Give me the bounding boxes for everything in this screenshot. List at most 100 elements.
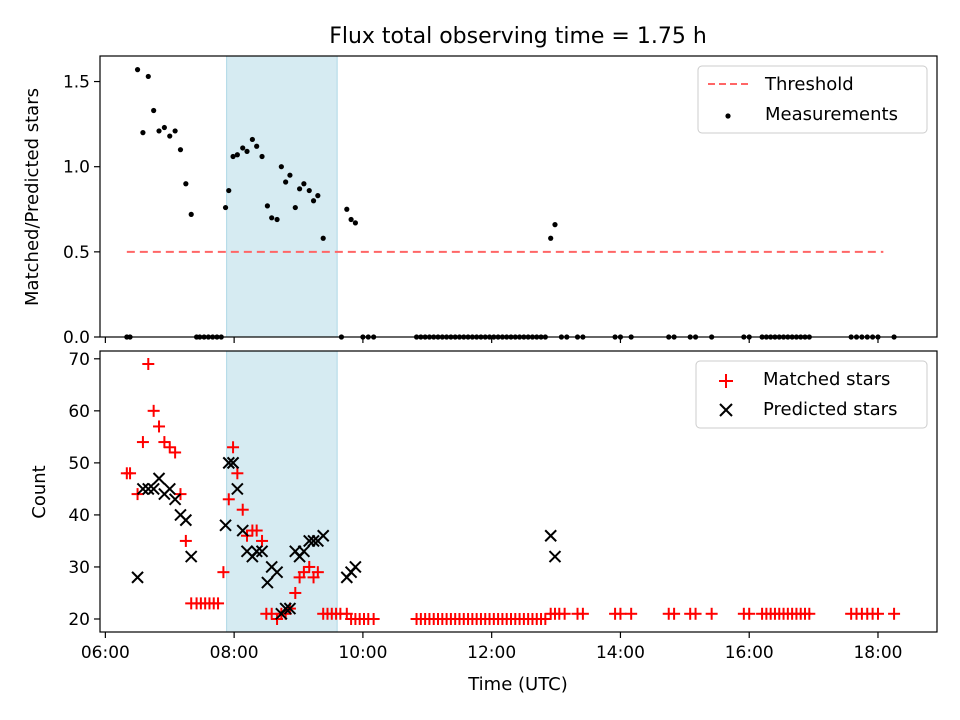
predicted-star-point xyxy=(544,529,557,542)
predicted-star-point xyxy=(131,571,144,584)
bottom-y-tick-label: 70 xyxy=(68,350,90,370)
measurement-point xyxy=(278,164,284,170)
predicted-star-point xyxy=(222,456,235,470)
matched-star-point xyxy=(147,404,160,417)
predicted-star-point xyxy=(147,482,160,496)
matched-star-point xyxy=(256,534,269,547)
matched-star-point xyxy=(367,612,380,625)
predicted-star-stroke-b xyxy=(179,513,193,527)
matched-star-point xyxy=(136,436,149,449)
predicted-star-point xyxy=(316,529,330,542)
measurement-point xyxy=(548,235,554,241)
bottom-shaded-region xyxy=(226,350,338,633)
bottom-x-tick-label: 10:00 xyxy=(338,643,387,663)
top-y-tick-label: 1.5 xyxy=(63,73,90,93)
matched-star-point xyxy=(311,566,324,579)
predicted-star-stroke-b xyxy=(255,545,269,558)
bottom-legend: Matched stars Predicted stars xyxy=(695,360,928,429)
matched-star-point xyxy=(297,566,310,579)
measurement-point xyxy=(145,73,151,80)
matched-star-point xyxy=(124,467,137,480)
measurement-point xyxy=(134,67,141,73)
bottom-x-axis-label: Time (UTC) xyxy=(467,674,568,695)
measurement-point xyxy=(230,153,236,160)
predicted-star-stroke-b xyxy=(142,482,155,496)
matched-star-point xyxy=(169,446,182,459)
matched-star-point xyxy=(689,607,702,620)
measurement-point xyxy=(156,128,162,134)
top-panel: Flux total observing time = 1.75 h 0.00.… xyxy=(22,24,938,348)
bottom-x-ticks: 06:00 08:00 10:00 12:00 14:00 16:00 18:00 xyxy=(81,632,902,663)
measurement-point xyxy=(151,107,157,114)
matched-star-point xyxy=(217,566,230,579)
top-y-tick-label: 1.0 xyxy=(63,158,90,178)
matched-star-point xyxy=(614,607,627,620)
predicted-star-point xyxy=(236,524,249,537)
measurement-point xyxy=(259,153,265,160)
measurement-point xyxy=(226,187,232,194)
measurement-point xyxy=(183,181,189,187)
matched-star-point xyxy=(803,607,816,620)
predicted-star-stroke-b xyxy=(544,529,557,542)
predicted-star-point xyxy=(226,456,240,470)
top-title: Flux total observing time = 1.75 h xyxy=(329,24,707,49)
bottom-y-tick-label: 50 xyxy=(68,454,90,474)
predicted-star-point xyxy=(250,545,263,558)
measurement-point xyxy=(188,211,194,217)
predicted-star-stroke-b xyxy=(307,534,320,548)
bottom-legend-box xyxy=(695,360,928,429)
bottom-y-tick-label: 30 xyxy=(68,558,90,578)
bottom-x-tick-label: 08:00 xyxy=(210,643,259,663)
predicted-star-stroke-b xyxy=(349,560,362,574)
matched-star-point xyxy=(888,607,901,620)
measurement-point xyxy=(301,181,307,187)
predicted-star-point xyxy=(261,576,274,589)
matched-star-point xyxy=(212,597,225,610)
predicted-star-stroke-b xyxy=(261,576,274,589)
predicted-star-stroke-b xyxy=(131,571,144,584)
predicted-star-stroke-b xyxy=(548,550,562,563)
predicted-star-point xyxy=(270,565,284,579)
top-x-ticks xyxy=(104,337,879,343)
predicted-star-point xyxy=(297,545,311,558)
matched-star-point xyxy=(558,607,571,620)
measurement-point xyxy=(283,179,289,185)
predicted-star-stroke-b xyxy=(250,545,263,558)
predicted-star-stroke-b xyxy=(279,602,292,615)
top-y-tick-label: 0.0 xyxy=(63,328,90,348)
predicted-star-stroke-b xyxy=(185,550,198,563)
matched-star-point xyxy=(153,420,166,433)
predicted-star-stroke-b xyxy=(270,565,284,579)
measurement-point xyxy=(315,193,321,199)
matched-star-point xyxy=(303,560,316,573)
measurement-point xyxy=(320,235,326,241)
top-shaded-region xyxy=(226,55,338,338)
bottom-y-tick-label: 60 xyxy=(68,402,90,422)
bottom-points-layer xyxy=(120,358,901,625)
predicted-star-point xyxy=(168,493,182,506)
measurement-point xyxy=(352,220,358,226)
legend-measurements-label: Measurements xyxy=(765,104,898,125)
predicted-star-stroke-b xyxy=(168,493,182,506)
predicted-star-point xyxy=(349,560,362,574)
top-axes-frame xyxy=(99,55,938,338)
measurement-point xyxy=(244,148,250,154)
matched-star-point xyxy=(236,503,249,516)
matched-star-point xyxy=(668,607,681,620)
measurement-point xyxy=(140,130,146,136)
predicted-star-stroke-b xyxy=(147,482,160,496)
top-legend: Threshold Measurements xyxy=(697,65,928,134)
matched-star-point xyxy=(250,524,263,537)
predicted-star-point xyxy=(255,545,269,558)
matched-star-point xyxy=(163,441,176,454)
predicted-star-point xyxy=(219,519,232,532)
legend-matched-swatch xyxy=(719,374,733,388)
predicted-star-stroke-b xyxy=(231,482,244,496)
measurement-point xyxy=(161,124,167,131)
bottom-panel: 20 30 40 50 60 70 06:00 08:00 10:00 12:00 14:00 16… xyxy=(29,350,938,695)
measurement-point xyxy=(269,215,275,221)
predicted-star-stroke-b xyxy=(136,482,150,496)
matched-star-point xyxy=(231,467,244,480)
bottom-y-tick-label: 20 xyxy=(68,610,90,630)
matched-star-point xyxy=(142,358,155,371)
